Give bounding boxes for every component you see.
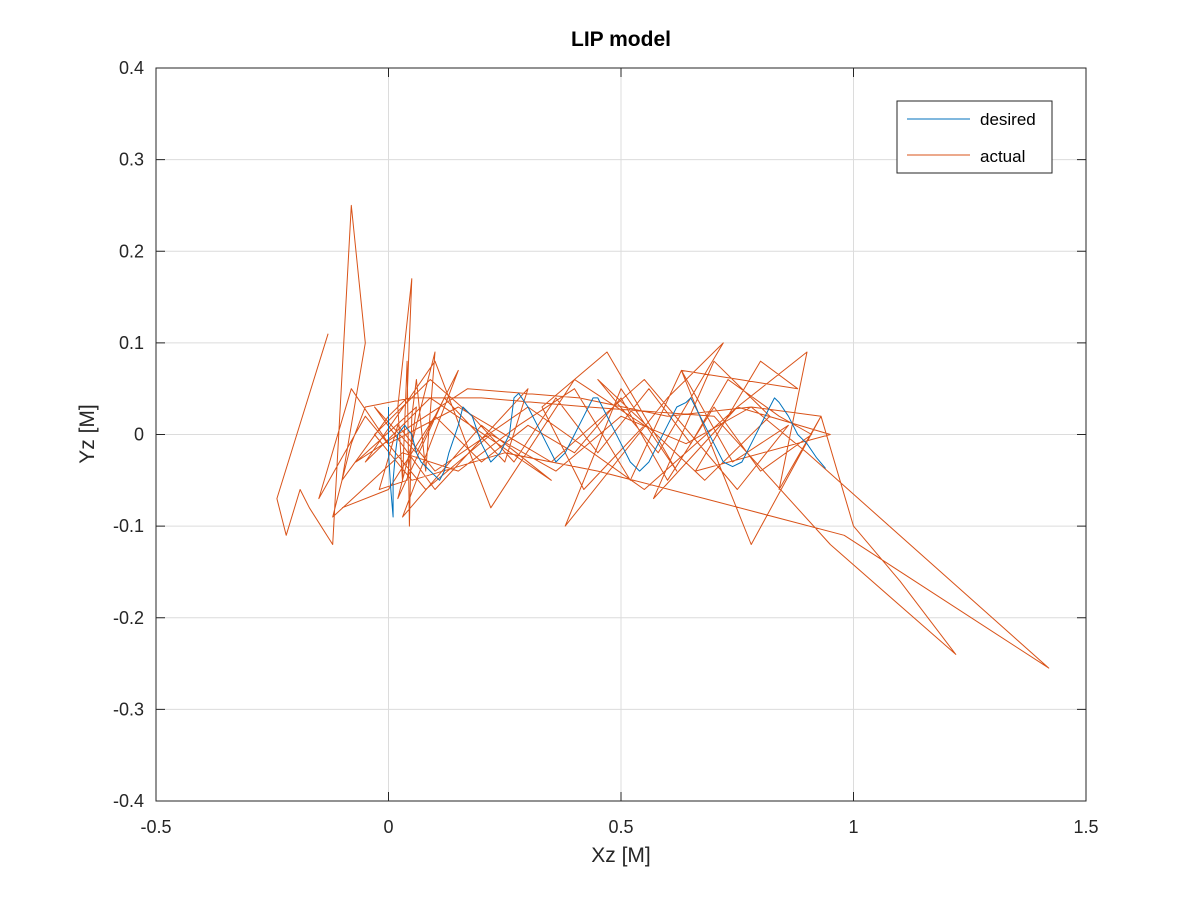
y-tick-label: -0.3 xyxy=(113,699,144,719)
x-tick-label: -0.5 xyxy=(140,817,171,837)
y-tick-label: -0.4 xyxy=(113,791,144,811)
x-tick-label: 0.5 xyxy=(608,817,633,837)
legend-box xyxy=(896,100,1053,174)
legend: desired actual xyxy=(896,100,1053,174)
y-tick-label: 0.4 xyxy=(119,58,144,78)
series-line-desired xyxy=(388,392,826,518)
axis-ticks: -0.5 0 0.5 1 1.5 -0.4 -0.3 -0.2 -0.1 0 0.1 0.2 0.3 0.… xyxy=(113,58,1099,837)
chart-title: LIP model xyxy=(571,28,671,51)
y-tick-label: 0.2 xyxy=(119,241,144,261)
y-tick-label: 0.1 xyxy=(119,333,144,353)
series-line-actual xyxy=(276,204,1050,669)
legend-label-actual: actual xyxy=(980,147,1025,166)
x-tick-label: 1.5 xyxy=(1073,817,1098,837)
x-tick-label: 1 xyxy=(848,817,858,837)
y-tick-label: -0.1 xyxy=(113,516,144,536)
y-axis-label: Yz [M] xyxy=(76,404,99,464)
grid-lines xyxy=(156,68,1086,801)
legend-label-desired: desired xyxy=(980,110,1036,129)
x-tick-label: 0 xyxy=(383,817,393,837)
y-tick-label: 0.3 xyxy=(119,150,144,170)
series-lines xyxy=(276,204,1050,669)
y-tick-label: -0.2 xyxy=(113,608,144,628)
x-axis-label: Xz [M] xyxy=(591,844,651,867)
y-tick-label: 0 xyxy=(134,425,144,445)
